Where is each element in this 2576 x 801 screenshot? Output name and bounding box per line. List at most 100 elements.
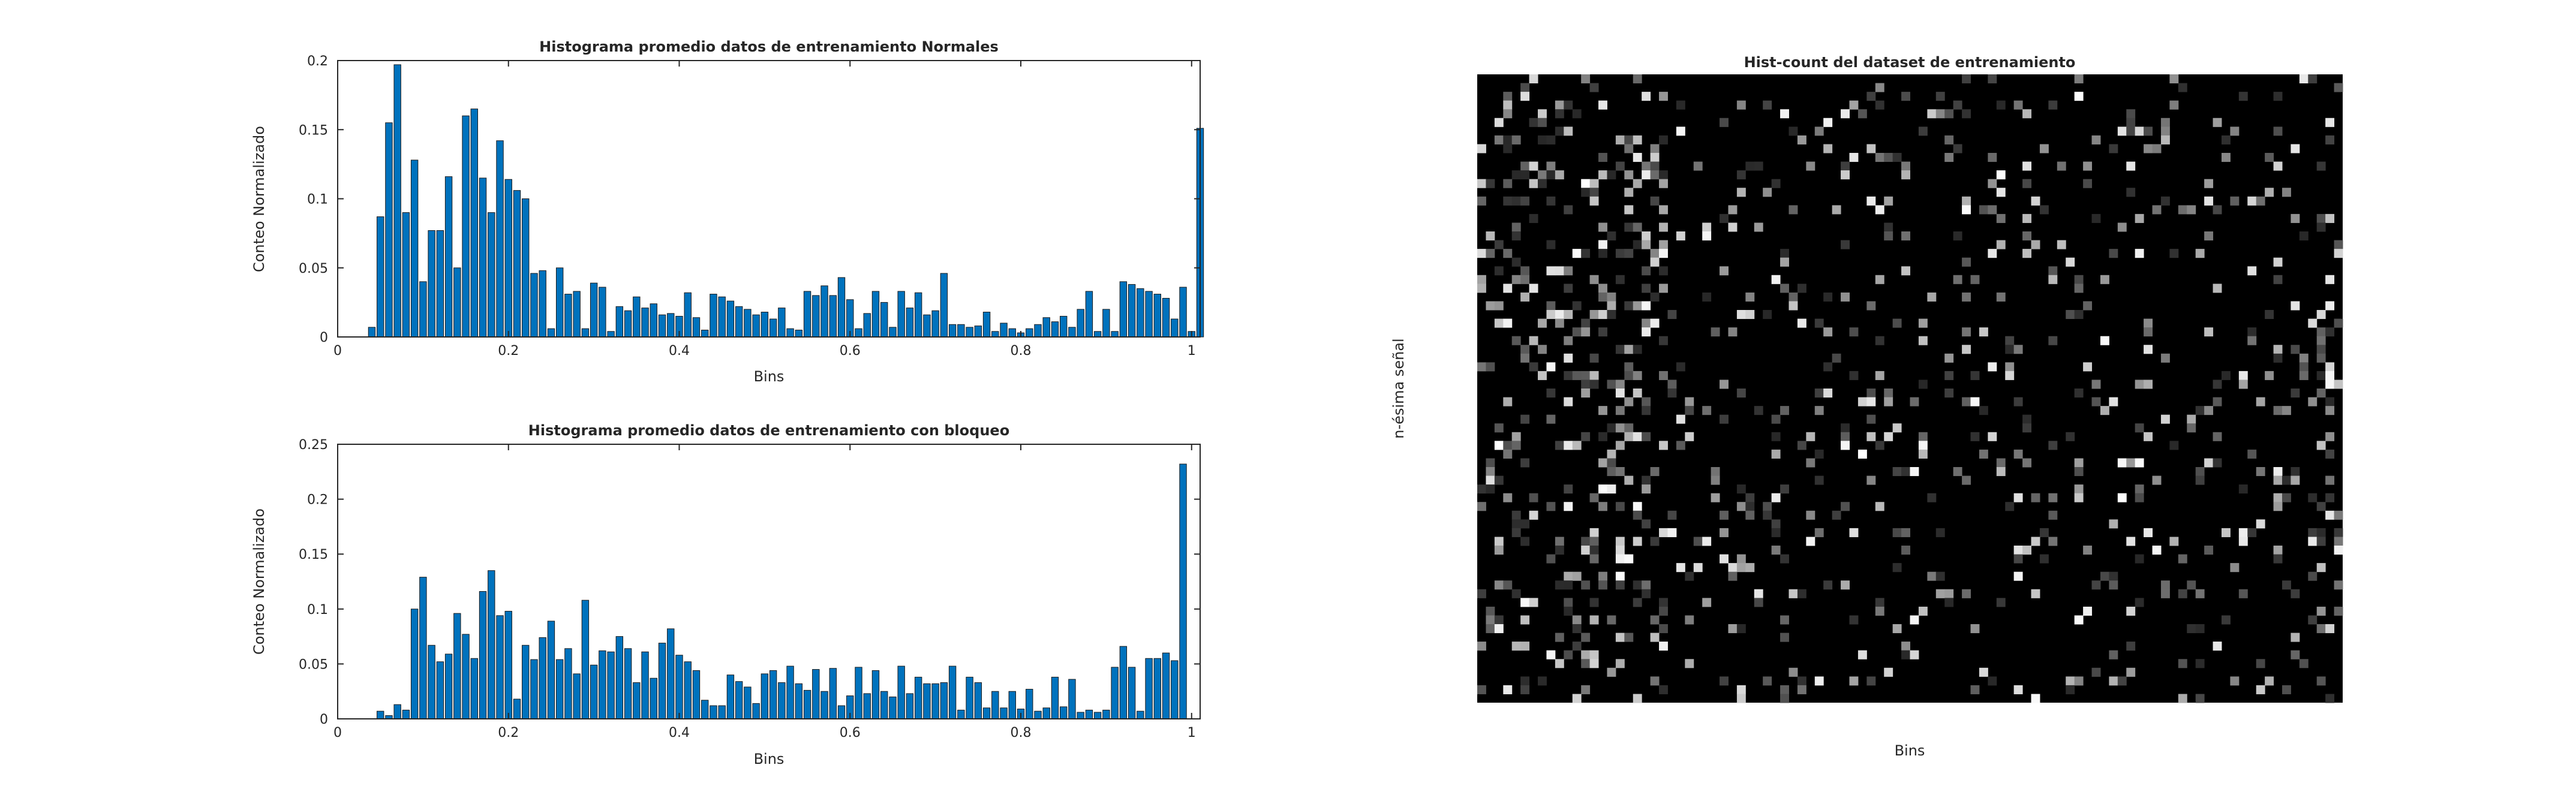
heatmap-cell — [2256, 659, 2265, 668]
heatmap-cell — [1659, 249, 1668, 258]
heatmap-cell — [1598, 310, 1607, 320]
bar — [931, 310, 939, 338]
heatmap-cell — [2204, 327, 2214, 337]
heatmap-cell — [2316, 502, 2326, 511]
bar — [1051, 321, 1059, 338]
bar — [769, 670, 777, 719]
bar — [1162, 297, 1170, 338]
heatmap-cell — [1953, 100, 1962, 110]
heatmap-cell — [2325, 362, 2335, 372]
heatmap-cell — [1728, 624, 1738, 634]
bar — [1137, 288, 1144, 338]
heatmap-cell — [2048, 275, 2058, 284]
heatmap-cell — [1529, 179, 1538, 188]
heatmap-cell — [2031, 493, 2040, 502]
heatmap-cell — [2057, 161, 2066, 171]
heatmap-cell — [1884, 389, 1893, 398]
heatmap-cell — [1589, 275, 1599, 284]
bar — [1119, 646, 1128, 719]
heatmap-cell — [1866, 389, 1876, 398]
heatmap-cell — [1866, 414, 1876, 424]
bar — [820, 285, 828, 338]
heatmap-cell — [1607, 380, 1616, 389]
heatmap-cell — [2238, 484, 2248, 494]
heatmap-cell — [1650, 467, 1660, 477]
heatmap-cell — [1849, 153, 1859, 162]
heatmap-cell — [1736, 389, 1746, 398]
heatmap-cell — [1771, 519, 1781, 529]
heatmap-cell — [1745, 310, 1755, 320]
heatmap-cell — [1702, 292, 1712, 302]
heatmap-cell — [2325, 397, 2335, 406]
heatmap-cell — [2195, 406, 2205, 415]
bar — [966, 676, 973, 719]
bar — [1051, 676, 1059, 719]
heatmap-cell — [1633, 580, 1642, 590]
bar — [931, 683, 939, 719]
heatmap-cell — [2091, 380, 2101, 389]
bar — [436, 230, 444, 338]
heatmap-cell — [1823, 144, 1833, 153]
heatmap-cell — [1857, 397, 1867, 406]
bar — [573, 673, 581, 719]
heatmap-cell — [1780, 554, 1789, 564]
bar — [564, 648, 572, 719]
heatmap-cell — [1633, 74, 1642, 84]
heatmap-cell — [1546, 650, 1556, 660]
bar — [1137, 710, 1144, 719]
heatmap-cell — [1486, 231, 1495, 241]
heatmap-cell — [1581, 327, 1591, 337]
bar — [633, 682, 641, 719]
heatmap-cell — [2160, 589, 2170, 598]
heatmap-cell — [1849, 100, 1859, 110]
heatmap-cell — [2256, 196, 2265, 206]
heatmap-cell — [1736, 484, 1746, 494]
plot-area-frame — [337, 60, 1201, 338]
bar — [786, 666, 794, 719]
heatmap-cell — [1555, 537, 1564, 546]
heatmap-cell — [2299, 74, 2309, 84]
heatmap-cell — [2273, 275, 2283, 284]
heatmap-cell — [1546, 389, 1556, 398]
heatmap-cell — [2109, 676, 2118, 686]
bar — [1153, 294, 1162, 338]
heatmap-cell — [1962, 397, 1971, 406]
heatmap-cell — [1814, 676, 1824, 686]
bar — [393, 64, 401, 338]
heatmap-cell — [2074, 493, 2084, 502]
heatmap-cell — [1615, 633, 1625, 642]
heatmap-cell — [1633, 240, 1642, 249]
heatmap-cell — [2013, 546, 2023, 555]
heatmap-cell — [1901, 642, 1910, 651]
heatmap-cell — [2109, 580, 2118, 590]
heatmap-cell — [1503, 135, 1513, 144]
heatmap-cell — [1650, 196, 1660, 206]
y-tick-label: 0.25 — [299, 438, 328, 453]
heatmap-cell — [1736, 554, 1746, 564]
heatmap-cell — [1736, 310, 1746, 320]
heatmap-cell — [1910, 650, 1919, 660]
bar — [1026, 328, 1033, 338]
heatmap-cell — [1607, 292, 1616, 302]
heatmap-cell — [1581, 380, 1591, 389]
x-tick-label: 1 — [1188, 725, 1196, 740]
heatmap-cell — [2135, 493, 2144, 502]
heatmap-cell — [1711, 493, 1720, 502]
heatmap-cell — [1624, 554, 1634, 564]
heatmap-cell — [2126, 642, 2136, 651]
heatmap-cell — [1650, 537, 1660, 546]
heatmap-cell — [1797, 284, 1806, 293]
heatmap-cell — [2091, 213, 2101, 223]
heatmap-cell — [1814, 389, 1824, 398]
heatmap-cell — [1832, 205, 1841, 215]
heatmap-cell — [1624, 170, 1634, 180]
heatmap-cell — [2013, 685, 2023, 694]
heatmap-cell — [1598, 580, 1607, 590]
heatmap-cell — [1771, 414, 1781, 424]
heatmap-cell — [2013, 345, 2023, 354]
bar-series — [368, 64, 1204, 338]
heatmap-cell — [1633, 153, 1642, 162]
bar — [1000, 707, 1008, 719]
heatmap-cell — [1953, 467, 1962, 477]
y-tick-label: 0 — [320, 712, 328, 727]
